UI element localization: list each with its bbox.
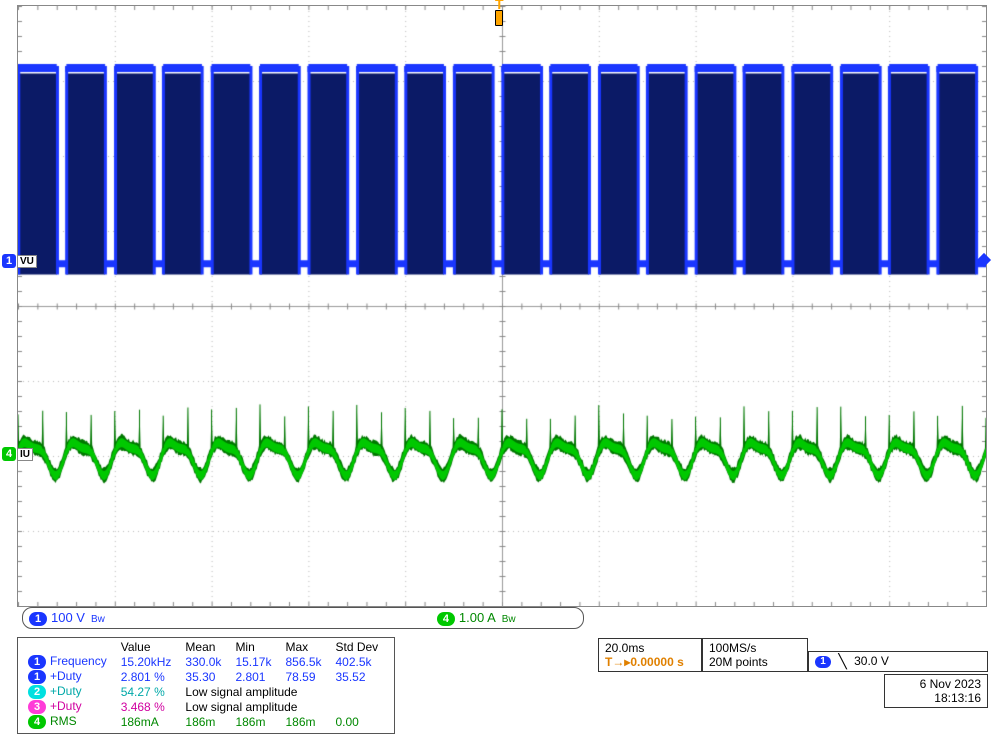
timebase-box[interactable]: 20.0ms T→▸0.00000 s xyxy=(598,638,702,672)
meas-header: Mean xyxy=(181,640,231,654)
channel-scale-bar: 1100 VBw 41.00 ABw xyxy=(22,607,584,629)
arrow-right-icon: →▸ xyxy=(612,655,630,669)
date-value: 6 Nov 2023 xyxy=(891,677,981,691)
ch1-scale-pill[interactable]: 1100 VBw xyxy=(23,608,111,630)
measurements-table: ValueMeanMinMaxStd Dev1Frequency15.20kHz… xyxy=(24,640,388,729)
meas-row: 1Frequency15.20kHz330.0k15.17k856.5k402.… xyxy=(24,654,388,669)
ch4-badge: 4 xyxy=(2,447,16,461)
ch1-ground-marker[interactable]: 1VU xyxy=(2,254,37,268)
ch4-scale-pill[interactable]: 41.00 ABw xyxy=(431,608,522,630)
meas-row: 4RMS186mA186m186m186m0.00 xyxy=(24,714,388,729)
trigger-delay-value: 0.00000 s xyxy=(630,655,683,669)
record-length-value: 20M points xyxy=(709,655,801,669)
ch4-ground-marker[interactable]: 4IU xyxy=(2,447,33,461)
time-value: 18:13:16 xyxy=(891,691,981,705)
meas-header: Min xyxy=(231,640,281,654)
trigger-level-value: 30.0 V xyxy=(854,654,889,668)
meas-header: Value xyxy=(117,640,182,654)
meas-row: 2+Duty54.27 %Low signal amplitude xyxy=(24,684,388,699)
trigger-channel-badge: 1 xyxy=(815,656,831,668)
meas-row: 3+Duty3.468 %Low signal amplitude xyxy=(24,699,388,714)
meas-header: Max xyxy=(281,640,331,654)
oscilloscope-screenshot: T 1VU 4IU 1100 VBw41.00 ABw ValueMeanMin… xyxy=(0,0,1000,738)
ch4-ground-label: IU xyxy=(17,448,33,461)
timebase-value: 20.0ms xyxy=(605,641,695,655)
meas-header: Std Dev xyxy=(332,640,389,654)
acquisition-box[interactable]: 100MS/s 20M points xyxy=(702,638,808,672)
falling-edge-icon: ╲ xyxy=(838,655,846,669)
datetime-box: 6 Nov 2023 18:13:16 xyxy=(884,674,988,708)
measurements-panel: ValueMeanMinMaxStd Dev1Frequency15.20kHz… xyxy=(17,637,395,734)
ch1-ground-label: VU xyxy=(17,255,37,268)
waveform-display xyxy=(17,5,987,607)
trigger-box[interactable]: 1 ╲ 30.0 V xyxy=(808,651,988,672)
meas-row: 1+Duty2.801 %35.302.80178.5935.52 xyxy=(24,669,388,684)
ch1-badge: 1 xyxy=(2,254,16,268)
meas-header xyxy=(24,640,117,654)
sample-rate-value: 100MS/s xyxy=(709,641,801,655)
